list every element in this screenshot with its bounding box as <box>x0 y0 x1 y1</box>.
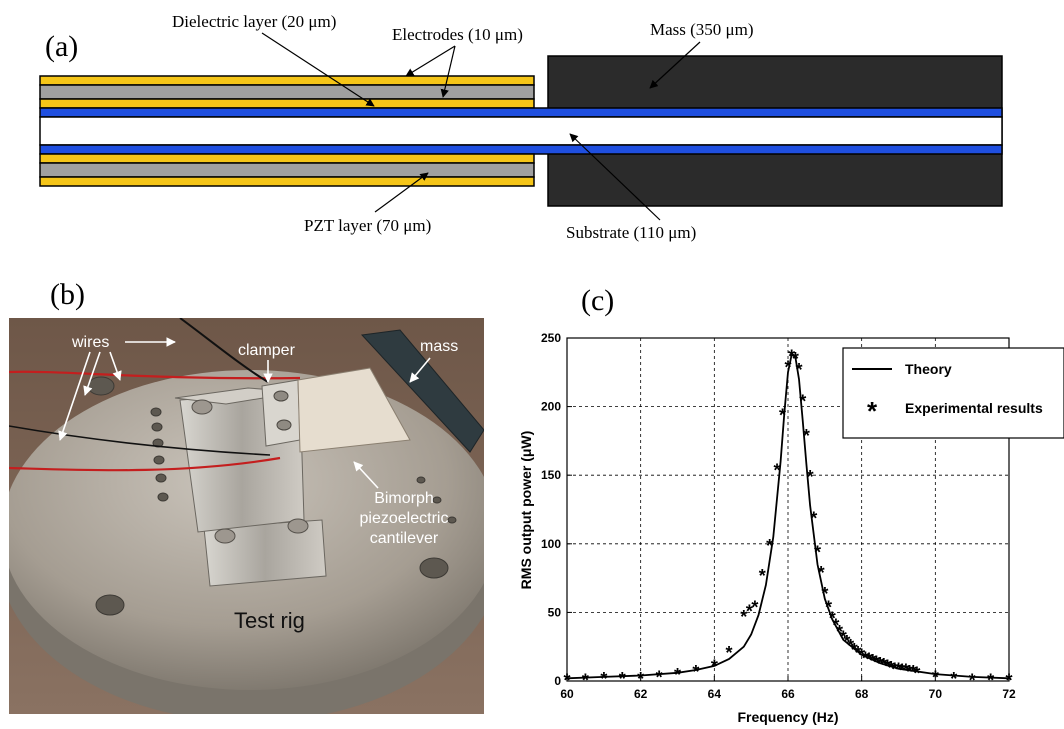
photo-label-cantilever-2: piezoelectric <box>360 510 449 527</box>
panel-b: (b) <box>0 278 502 722</box>
legend-experimental-marker: * <box>867 396 878 426</box>
clamper-screw-1 <box>274 391 288 401</box>
experimental-point: * <box>759 566 766 586</box>
experimental-point: * <box>751 598 758 618</box>
x-tick-label: 70 <box>929 687 943 701</box>
experimental-point: * <box>913 663 920 683</box>
y-tick-label: 150 <box>541 468 561 482</box>
y-tick-label: 200 <box>541 400 561 414</box>
y-tick-label: 0 <box>554 674 561 688</box>
x-tick-label: 68 <box>855 687 869 701</box>
experimental-point: * <box>773 460 780 480</box>
substrate-layer <box>40 117 1002 145</box>
experimental-point: * <box>799 392 806 412</box>
experimental-point: * <box>803 426 810 446</box>
photo-label-cantilever-1: Bimorph <box>374 490 434 507</box>
experimental-point: * <box>692 662 699 682</box>
label-mass: Mass (350 μm) <box>650 20 754 39</box>
y-tick-label: 50 <box>548 605 562 619</box>
experimental-point: * <box>582 670 589 690</box>
experimental-point: * <box>810 508 817 528</box>
label-pzt-layer: PZT layer (70 μm) <box>304 216 431 235</box>
experimental-point: * <box>711 657 718 677</box>
screw-head-2 <box>215 529 235 543</box>
photo-label-test-rig: Test rig <box>234 608 305 633</box>
bottom-electrode-inner <box>40 154 534 163</box>
experimental-point: * <box>932 668 939 688</box>
experimental-point: * <box>656 668 663 688</box>
photo-label-wires: wires <box>71 334 109 351</box>
legend-theory-label: Theory <box>905 361 952 377</box>
experimental-point: * <box>950 669 957 689</box>
legend-experimental-label: Experimental results <box>905 400 1043 416</box>
experimental-point: * <box>600 669 607 689</box>
clamper-block <box>262 380 300 446</box>
bottom-dielectric-layer <box>40 145 1002 154</box>
experimental-point: * <box>637 669 644 689</box>
clamper-screw-2 <box>277 420 291 430</box>
experimental-point: * <box>807 467 814 487</box>
experimental-point: * <box>818 563 825 583</box>
experimental-point: * <box>779 405 786 425</box>
top-dielectric-layer <box>40 108 1002 117</box>
panel-a: (a) <box>40 12 1002 242</box>
panel-c-label: (c) <box>581 284 614 317</box>
panel-a-label: (a) <box>45 30 78 63</box>
bottom-electrode-outer <box>40 177 534 186</box>
label-dielectric-layer: Dielectric layer (20 μm) <box>172 12 336 31</box>
arrow-electrode-1 <box>406 46 455 76</box>
photo-label-mass: mass <box>420 338 458 355</box>
experimental-point: * <box>726 643 733 663</box>
experimental-point: * <box>674 665 681 685</box>
experimental-point: * <box>796 360 803 380</box>
photo-label-cantilever-3: cantilever <box>370 530 439 547</box>
experimental-point: * <box>814 543 821 563</box>
screw-head-1 <box>192 400 212 414</box>
label-electrodes: Electrodes (10 μm) <box>392 25 523 44</box>
experimental-point: * <box>619 669 626 689</box>
top-electrode-inner <box>40 99 534 108</box>
x-tick-label: 66 <box>781 687 795 701</box>
panel-b-label: (b) <box>50 278 85 311</box>
screw-head-3 <box>288 519 308 533</box>
experimental-point: * <box>969 670 976 690</box>
chart-legend: Theory * Experimental results <box>843 348 1064 438</box>
x-axis-label: Frequency (Hz) <box>737 709 838 725</box>
y-axis-label: RMS output power (μW) <box>518 431 534 590</box>
top-electrode-outer <box>40 76 534 85</box>
label-substrate: Substrate (110 μm) <box>566 223 696 242</box>
y-tick-label: 100 <box>541 537 561 551</box>
y-tick-label: 250 <box>541 331 561 345</box>
photo-label-clamper: clamper <box>238 342 296 359</box>
experimental-point: * <box>766 536 773 556</box>
experimental-point: * <box>987 670 994 690</box>
x-tick-label: 64 <box>708 687 722 701</box>
top-pzt-layer <box>40 85 534 99</box>
test-rig-photo: wires clamper mass Bimorph piezoelectric… <box>0 318 502 722</box>
x-tick-label: 62 <box>634 687 648 701</box>
bottom-pzt-layer <box>40 163 534 177</box>
